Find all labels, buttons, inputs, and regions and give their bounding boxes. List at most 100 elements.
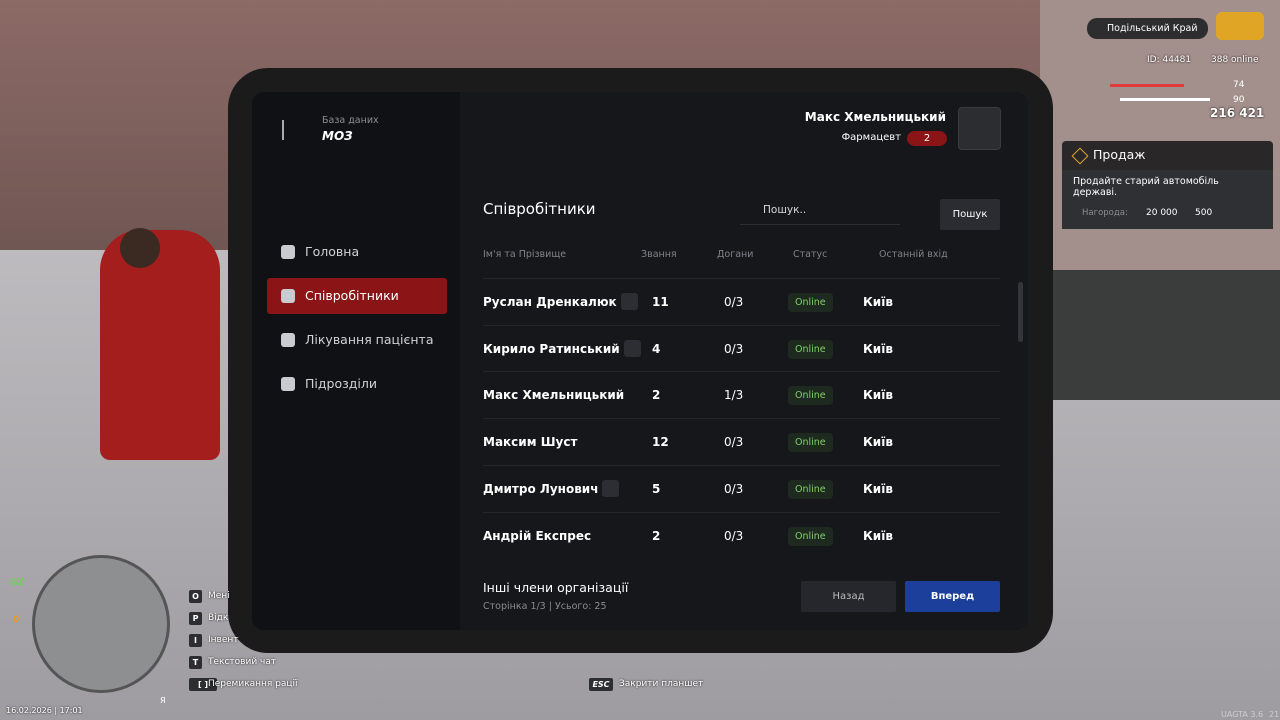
key-label: Перемикання рації <box>208 679 298 689</box>
reprimands: 0/3 <box>724 481 744 496</box>
prev-button[interactable]: Назад <box>801 581 896 612</box>
reward-xp: 500 <box>1195 208 1213 218</box>
status: Online <box>788 479 833 499</box>
tablet-screen: Головна Співробітники Лікування пацієнта Пі… <box>252 92 1028 630</box>
table-row[interactable]: Кирило Ратинський 4 0/3 Online Київ <box>483 324 1000 372</box>
table-row[interactable]: Максим Шуст 12 0/3 Online Київ <box>483 418 1000 465</box>
game-logo <box>1216 12 1264 40</box>
leader-icon <box>621 293 638 310</box>
footer-title: Інші члени організації <box>483 580 629 595</box>
rank: 4 <box>652 341 661 356</box>
key-label: Інвент <box>208 635 239 645</box>
rank-badge: 2 <box>907 131 947 146</box>
key-cap: P <box>189 612 202 625</box>
reprimands: 1/3 <box>724 388 744 403</box>
section-title: Співробітники <box>483 200 596 218</box>
search-placeholder: Пошук.. <box>763 204 807 216</box>
nav-item[interactable]: Підрозділи <box>267 366 447 402</box>
character-head <box>120 228 160 268</box>
user-name: Макс Хмельницький <box>804 110 946 124</box>
table-row[interactable]: Андрій Експрес 2 0/3 Online Київ <box>483 511 1000 559</box>
money: 216 421 <box>1210 106 1265 120</box>
column-header: Догани <box>717 249 754 260</box>
gz-label: GZ <box>10 578 24 588</box>
next-button[interactable]: Вперед <box>905 581 1000 612</box>
nav-icon <box>281 245 295 259</box>
minimap <box>32 555 170 693</box>
employee-name: Максим Шуст <box>483 435 578 450</box>
player-id: ID: 44481 <box>1147 55 1192 65</box>
nav-icon <box>281 289 295 303</box>
leader-icon <box>624 339 641 357</box>
rank: 2 <box>652 528 661 543</box>
reprimands: 0/3 <box>724 435 744 450</box>
esc-label: Закрити планшет <box>619 679 704 689</box>
rank: 2 <box>652 388 661 403</box>
page-info: Сторінка 1/3 | Усього: 25 <box>483 601 607 612</box>
wanted-count: 0 <box>13 615 20 625</box>
db-label: База даних <box>322 115 379 126</box>
quest-panel: Продаж Продайте старий автомобіль держав… <box>1062 141 1273 229</box>
nav-item[interactable]: Лікування пацієнта <box>267 322 447 358</box>
quest-title: Продаж <box>1093 147 1146 162</box>
leader-icon <box>602 479 619 497</box>
status: Online <box>788 386 833 406</box>
employee-name: Андрій Експрес <box>483 528 592 543</box>
user-role: Фармацевт <box>841 132 901 143</box>
column-header: Статус <box>793 249 828 260</box>
key-cap: T <box>189 656 202 669</box>
status: Online <box>788 526 833 546</box>
table-row[interactable]: Дмитро Лунович 5 0/3 Online Київ <box>483 464 1000 512</box>
table-row[interactable]: Руслан Дренкалюк 11 0/3 Online Київ <box>483 278 1000 325</box>
ministry-logo <box>282 120 308 140</box>
quest-text: Продайте старий автомобіль державі. <box>1073 176 1219 198</box>
version: UAGTA 3.6 <box>1221 710 1264 719</box>
rank: 12 <box>652 435 669 450</box>
rank: 11 <box>652 295 669 309</box>
org-name: МОЗ <box>322 129 353 143</box>
reward-label: Нагорода: <box>1082 208 1128 218</box>
armor-bar <box>1120 98 1210 101</box>
key-cap: [ ] <box>189 678 217 691</box>
sidebar: Головна Співробітники Лікування пацієнта Пі… <box>252 92 460 630</box>
status: Online <box>788 339 833 359</box>
table-row[interactable]: Макс Хмельницький 2 1/3 Online Київ <box>483 371 1000 418</box>
health-bar <box>1110 84 1184 87</box>
employee-name: Руслан Дренкалюк <box>483 295 617 309</box>
employee-name: Дмитро Лунович <box>483 481 599 496</box>
column-header: Ім'я та Прізвище <box>483 249 567 260</box>
nav-item[interactable]: Головна <box>267 234 447 270</box>
rank: 5 <box>652 481 661 496</box>
last-login: Київ <box>863 435 893 450</box>
voice-key: Я <box>160 696 166 705</box>
fps: 21 <box>1269 710 1280 719</box>
esc-key: ESC <box>589 678 613 691</box>
datetime: 16.02.2026 | 17:01 <box>6 706 83 715</box>
reprimands: 0/3 <box>724 295 744 309</box>
reward-money: 20 000 <box>1146 208 1178 218</box>
last-login: Київ <box>863 341 893 356</box>
character <box>100 230 220 460</box>
last-login: Київ <box>863 528 893 543</box>
online-count: 388 online <box>1211 55 1259 65</box>
key-cap: I <box>189 634 202 647</box>
last-login: Київ <box>863 481 893 496</box>
nav-icon <box>281 333 295 347</box>
search-button[interactable]: Пошук <box>940 199 1000 230</box>
armor-value: 90 <box>1233 95 1245 105</box>
key-label: Мені <box>208 591 230 601</box>
nav-item[interactable]: Співробітники <box>267 278 447 314</box>
key-label: Текстовий чат <box>208 657 277 667</box>
server-name: Подільський Край <box>1087 18 1208 39</box>
search-input[interactable]: Пошук.. <box>740 202 900 225</box>
reprimands: 0/3 <box>724 341 744 356</box>
avatar <box>958 107 1001 150</box>
status: Online <box>788 293 833 312</box>
last-login: Київ <box>863 295 893 309</box>
employee-name: Макс Хмельницький <box>483 388 625 403</box>
quest-body <box>1062 170 1273 229</box>
status: Online <box>788 433 833 453</box>
nav-icon <box>281 377 295 391</box>
last-login: Київ <box>863 388 893 403</box>
